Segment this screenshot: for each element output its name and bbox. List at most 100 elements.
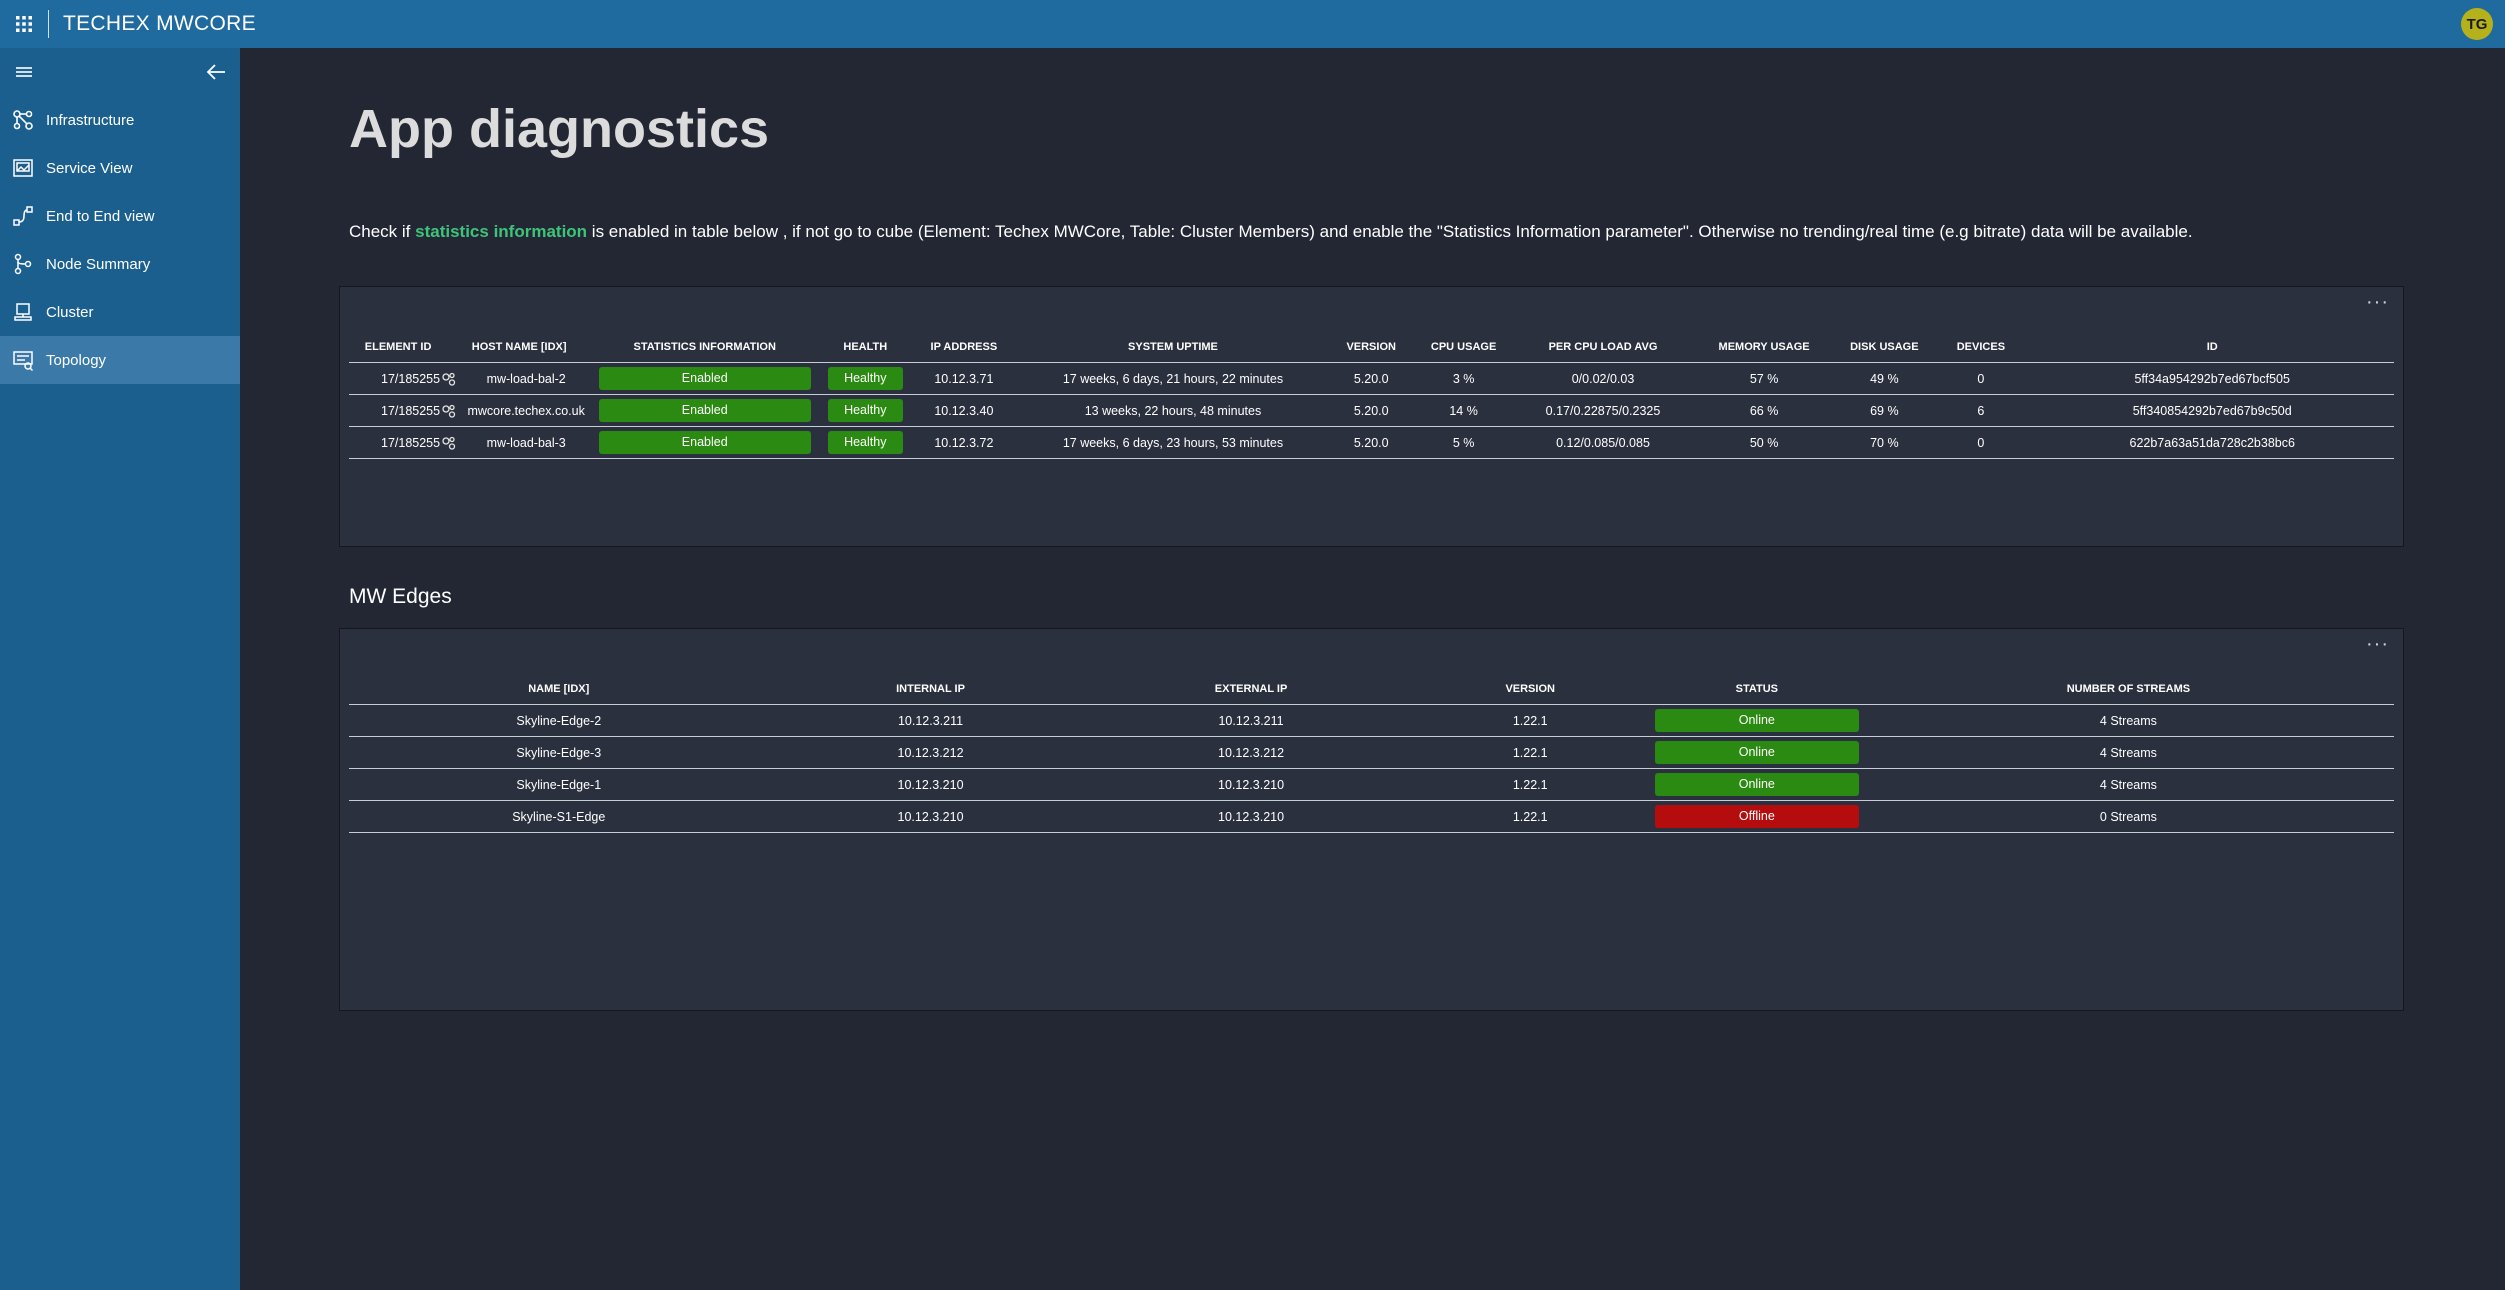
sidebar-item-label: End to End view: [46, 207, 155, 225]
table-row[interactable]: 17/185255 mw-load-bal-2 Enabled Healthy …: [349, 362, 2394, 395]
status-badge: Offline: [1654, 805, 1859, 828]
edge-name-cell: Skyline-Edge-2: [349, 704, 769, 737]
sidebar-item-topology[interactable]: Topology: [0, 336, 240, 384]
app-launcher-icon[interactable]: [0, 0, 48, 48]
streams-cell: 0 Streams: [1862, 800, 2394, 833]
user-avatar[interactable]: TG: [2461, 8, 2493, 40]
column-header[interactable]: ID: [2030, 331, 2394, 363]
column-header[interactable]: NAME [IDX]: [349, 673, 769, 705]
column-header[interactable]: VERSION: [1330, 331, 1412, 363]
sidebar-item-label: Node Summary: [46, 255, 151, 273]
health-badge: Healthy: [827, 367, 903, 390]
infrastructure-icon: [0, 109, 46, 131]
main-content: App diagnostics Check if statistics info…: [240, 48, 2505, 1290]
internal-ip-cell: 10.12.3.212: [768, 736, 1093, 769]
host-name-cell: mwcore.techex.co.uk: [442, 394, 592, 427]
node-summary-icon: [0, 253, 46, 275]
table-row[interactable]: Skyline-Edge-3 10.12.3.212 10.12.3.212 1…: [349, 736, 2394, 769]
health-cell: Healthy: [818, 426, 913, 459]
panel-more-options-icon[interactable]: ···: [2366, 291, 2389, 313]
host-name-value: mwcore.techex.co.uk: [467, 403, 585, 418]
column-header[interactable]: EXTERNAL IP: [1092, 673, 1410, 705]
health-badge: Healthy: [827, 399, 903, 422]
column-header[interactable]: STATUS: [1650, 673, 1863, 705]
service-view-icon: [0, 157, 46, 179]
sidebar-item-label: Cluster: [46, 303, 94, 321]
id-cell: 622b7a63a51da728c2b38bc6: [2030, 426, 2394, 459]
sidebar-item-service-view[interactable]: Service View: [0, 144, 240, 192]
mw-edges-table: NAME [IDX] INTERNAL IP EXTERNAL IP VERSI…: [349, 673, 2394, 833]
element-id-value: 17/185255: [381, 403, 441, 418]
table-row[interactable]: Skyline-Edge-2 10.12.3.211 10.12.3.211 1…: [349, 704, 2394, 737]
column-header[interactable]: HEALTH: [818, 331, 913, 363]
uptime-cell: 13 weeks, 22 hours, 48 minutes: [1015, 394, 1331, 427]
memory-usage-cell: 57 %: [1690, 362, 1838, 395]
column-header[interactable]: CPU USAGE: [1411, 331, 1516, 363]
status-cell: Online: [1650, 768, 1863, 801]
collapse-sidebar-icon[interactable]: [204, 62, 228, 82]
column-header[interactable]: MEMORY USAGE: [1690, 331, 1838, 363]
statistics-cell: Enabled: [591, 362, 819, 395]
column-header[interactable]: DEVICES: [1931, 331, 2031, 363]
version-cell: 5.20.0: [1330, 362, 1412, 395]
element-link-icon[interactable]: [441, 436, 457, 450]
version-cell: 5.20.0: [1330, 426, 1412, 459]
cpu-load-cell: 0/0.02/0.03: [1515, 362, 1691, 395]
internal-ip-cell: 10.12.3.210: [768, 768, 1093, 801]
column-header[interactable]: STATISTICS INFORMATION: [591, 331, 819, 363]
sidebar-item-end-to-end-view[interactable]: End to End view: [0, 192, 240, 240]
internal-ip-cell: 10.12.3.210: [768, 800, 1093, 833]
version-cell: 1.22.1: [1409, 704, 1651, 737]
column-header[interactable]: NUMBER OF STREAMS: [1862, 673, 2394, 705]
sidebar-item-cluster[interactable]: Cluster: [0, 288, 240, 336]
info-highlight: statistics information: [415, 222, 588, 241]
external-ip-cell: 10.12.3.211: [1092, 704, 1410, 737]
ip-cell: 10.12.3.72: [912, 426, 1016, 459]
id-cell: 5ff340854292b7ed67b9c50d: [2030, 394, 2394, 427]
host-name-value: mw-load-bal-3: [486, 435, 566, 450]
element-id-cell: 17/185255: [349, 426, 448, 459]
version-cell: 1.22.1: [1409, 800, 1651, 833]
table-row[interactable]: 17/185255 mwcore.techex.co.uk Enabled He…: [349, 394, 2394, 427]
streams-cell: 4 Streams: [1862, 768, 2394, 801]
status-badge: Online: [1654, 741, 1859, 764]
table-row[interactable]: Skyline-Edge-1 10.12.3.210 10.12.3.210 1…: [349, 768, 2394, 801]
health-cell: Healthy: [818, 394, 913, 427]
column-header[interactable]: INTERNAL IP: [768, 673, 1093, 705]
memory-usage-cell: 66 %: [1690, 394, 1838, 427]
element-link-icon[interactable]: [441, 372, 457, 386]
column-header[interactable]: DISK USAGE: [1837, 331, 1932, 363]
cpu-usage-cell: 14 %: [1411, 394, 1516, 427]
cpu-usage-cell: 3 %: [1411, 362, 1516, 395]
streams-cell: 4 Streams: [1862, 736, 2394, 769]
sidebar-item-node-summary[interactable]: Node Summary: [0, 240, 240, 288]
table-header-row: ELEMENT ID HOST NAME [IDX] STATISTICS IN…: [349, 331, 2394, 363]
element-id-cell: 17/185255: [349, 394, 448, 427]
statistics-cell: Enabled: [591, 426, 819, 459]
streams-cell: 4 Streams: [1862, 704, 2394, 737]
panel-more-options-icon[interactable]: ···: [2366, 633, 2389, 655]
health-badge: Healthy: [827, 431, 903, 454]
element-link-icon[interactable]: [441, 404, 457, 418]
sidebar-item-label: Infrastructure: [46, 111, 135, 129]
cluster-members-panel: ··· ELEMENT ID HOST NAME [IDX] STATISTIC…: [339, 286, 2404, 547]
info-suffix: is enabled in table below , if not go to…: [587, 222, 2193, 241]
external-ip-cell: 10.12.3.210: [1092, 768, 1410, 801]
column-header[interactable]: PER CPU LOAD AVG: [1515, 331, 1691, 363]
hamburger-menu-icon[interactable]: [14, 64, 34, 80]
host-name-value: mw-load-bal-2: [486, 371, 566, 386]
cpu-load-cell: 0.12/0.085/0.085: [1515, 426, 1691, 459]
column-header[interactable]: ELEMENT ID: [349, 331, 448, 363]
cpu-usage-cell: 5 %: [1411, 426, 1516, 459]
column-header[interactable]: IP ADDRESS: [912, 331, 1016, 363]
column-header[interactable]: SYSTEM UPTIME: [1015, 331, 1331, 363]
table-row[interactable]: 17/185255 mw-load-bal-3 Enabled Healthy …: [349, 426, 2394, 459]
column-header[interactable]: VERSION: [1409, 673, 1651, 705]
cpu-load-cell: 0.17/0.22875/0.2325: [1515, 394, 1691, 427]
table-row[interactable]: Skyline-S1-Edge 10.12.3.210 10.12.3.210 …: [349, 800, 2394, 833]
status-badge: Online: [1654, 709, 1859, 732]
element-id-value: 17/185255: [381, 435, 441, 450]
column-header[interactable]: HOST NAME [IDX]: [447, 331, 592, 363]
sidebar-item-infrastructure[interactable]: Infrastructure: [0, 96, 240, 144]
sidebar-header: [0, 48, 240, 96]
